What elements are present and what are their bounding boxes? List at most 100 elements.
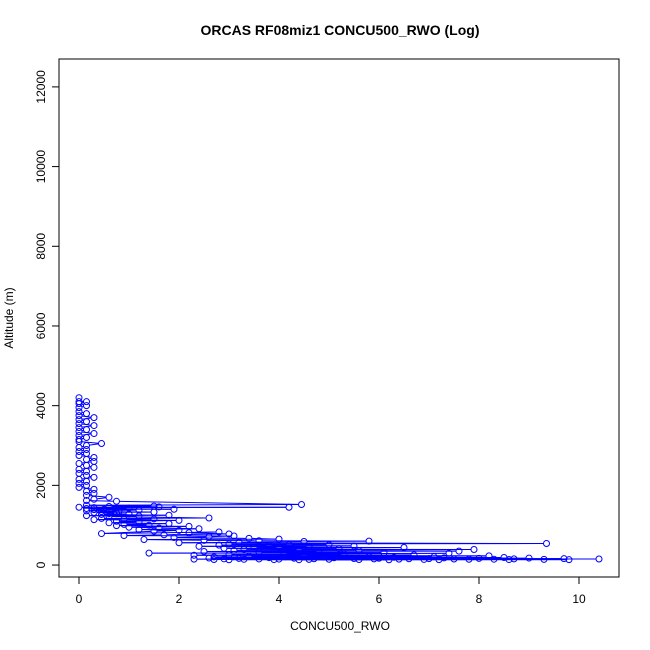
- data-point: [405, 555, 413, 563]
- data-point: [355, 547, 363, 555]
- data-point: [400, 544, 408, 552]
- data-point: [105, 519, 113, 527]
- series-segment: [81, 441, 99, 444]
- data-point: [83, 477, 90, 485]
- data-point: [255, 537, 263, 545]
- data-point: [220, 555, 228, 563]
- data-point: [75, 428, 83, 436]
- data-point: [255, 555, 263, 563]
- data-point: [265, 542, 273, 550]
- data-point: [195, 525, 203, 533]
- data-point: [285, 540, 293, 548]
- x-tick-label: 6: [376, 592, 383, 606]
- data-point: [455, 547, 463, 555]
- data-point: [565, 556, 573, 564]
- data-point: [245, 534, 253, 542]
- data-point: [445, 549, 453, 557]
- series-segment: [211, 535, 232, 538]
- data-point: [175, 526, 183, 534]
- data-point: [90, 422, 98, 430]
- data-point: [83, 504, 90, 512]
- data-point: [205, 554, 213, 562]
- data-point: [425, 555, 433, 563]
- data-point: [175, 516, 183, 524]
- data-point: [83, 491, 90, 499]
- data-point: [385, 556, 393, 564]
- data-point: [490, 555, 498, 563]
- data-point: [295, 546, 303, 554]
- data-point: [270, 556, 278, 564]
- data-point: [245, 552, 253, 560]
- data-point: [305, 555, 313, 563]
- x-axis: 0 2 4 6 8 10: [76, 576, 586, 606]
- data-point: [113, 517, 120, 525]
- data-point: [75, 408, 83, 416]
- data-point: [235, 554, 243, 562]
- data-point: [205, 533, 213, 541]
- data-point: [90, 414, 98, 422]
- data-point: [75, 503, 83, 511]
- data-point: [75, 404, 83, 412]
- data-point: [75, 447, 83, 455]
- data-point: [83, 398, 90, 406]
- data-point: [230, 532, 238, 540]
- data-point: [290, 554, 298, 562]
- data-point: [145, 521, 153, 529]
- data-point: [325, 541, 333, 549]
- data-point: [135, 518, 143, 526]
- data-point: [98, 530, 105, 538]
- data-point: [325, 555, 333, 563]
- data-point: [83, 410, 90, 418]
- data-point: [75, 416, 83, 424]
- data-point: [305, 543, 313, 551]
- data-point: [150, 515, 158, 523]
- data-point: [285, 503, 293, 511]
- data-point: [83, 487, 90, 495]
- data-point: [510, 555, 518, 563]
- data-point: [255, 548, 263, 556]
- data-point: [310, 555, 318, 563]
- x-tick-label: 0: [76, 592, 83, 606]
- data-point: [220, 544, 228, 552]
- data-point: [83, 442, 90, 450]
- series-segment: [166, 533, 227, 536]
- y-axis-label: Altitude (m): [2, 287, 16, 348]
- data-point: [90, 504, 98, 512]
- data-point: [90, 430, 98, 438]
- series-segment: [241, 541, 302, 543]
- data-point: [90, 473, 98, 481]
- data-point: [98, 514, 105, 522]
- data-point: [90, 506, 98, 514]
- y-tick-label: 6000: [34, 312, 48, 339]
- data-point: [190, 555, 198, 563]
- data-point: [210, 553, 218, 561]
- data-point: [98, 508, 105, 516]
- data-point: [75, 400, 83, 408]
- data-point: [205, 514, 213, 522]
- y-axis: 0 2000 4000 6000 8000 10000 12000: [34, 70, 60, 568]
- data-point: [240, 555, 248, 563]
- data-point: [355, 556, 363, 564]
- series-points: [75, 394, 603, 564]
- data-point: [540, 555, 548, 563]
- data-point: [83, 507, 90, 515]
- data-point: [83, 402, 90, 410]
- x-tick-label: 8: [476, 592, 483, 606]
- data-point: [155, 503, 163, 511]
- data-point: [505, 556, 513, 564]
- data-point: [105, 510, 113, 518]
- data-point: [175, 539, 183, 547]
- data-point: [120, 515, 128, 523]
- data-point: [75, 424, 83, 432]
- data-point: [83, 496, 90, 504]
- x-tick-label: 10: [572, 592, 586, 606]
- data-point: [75, 451, 83, 459]
- data-point: [170, 534, 178, 542]
- data-point: [83, 461, 90, 469]
- series-segment: [146, 539, 202, 541]
- series-lines: [81, 401, 597, 561]
- data-point: [560, 555, 568, 563]
- data-point: [90, 453, 98, 461]
- data-point: [330, 554, 338, 562]
